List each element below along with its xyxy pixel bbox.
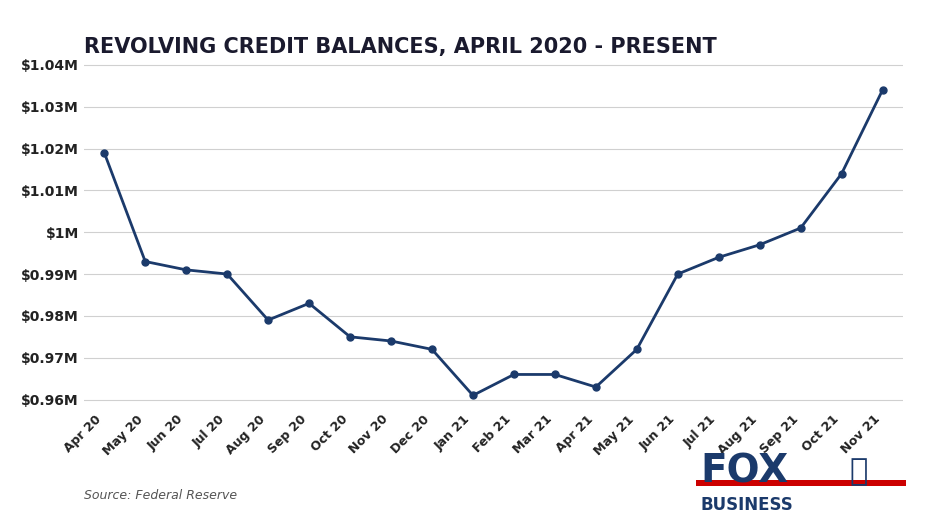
Text: ⧸: ⧸ (850, 457, 868, 486)
FancyBboxPatch shape (695, 480, 906, 486)
Text: FOX: FOX (700, 453, 789, 491)
Text: Source: Federal Reserve: Source: Federal Reserve (84, 489, 236, 502)
Text: BUSINESS: BUSINESS (700, 496, 793, 514)
Text: REVOLVING CREDIT BALANCES, APRIL 2020 - PRESENT: REVOLVING CREDIT BALANCES, APRIL 2020 - … (84, 37, 717, 56)
